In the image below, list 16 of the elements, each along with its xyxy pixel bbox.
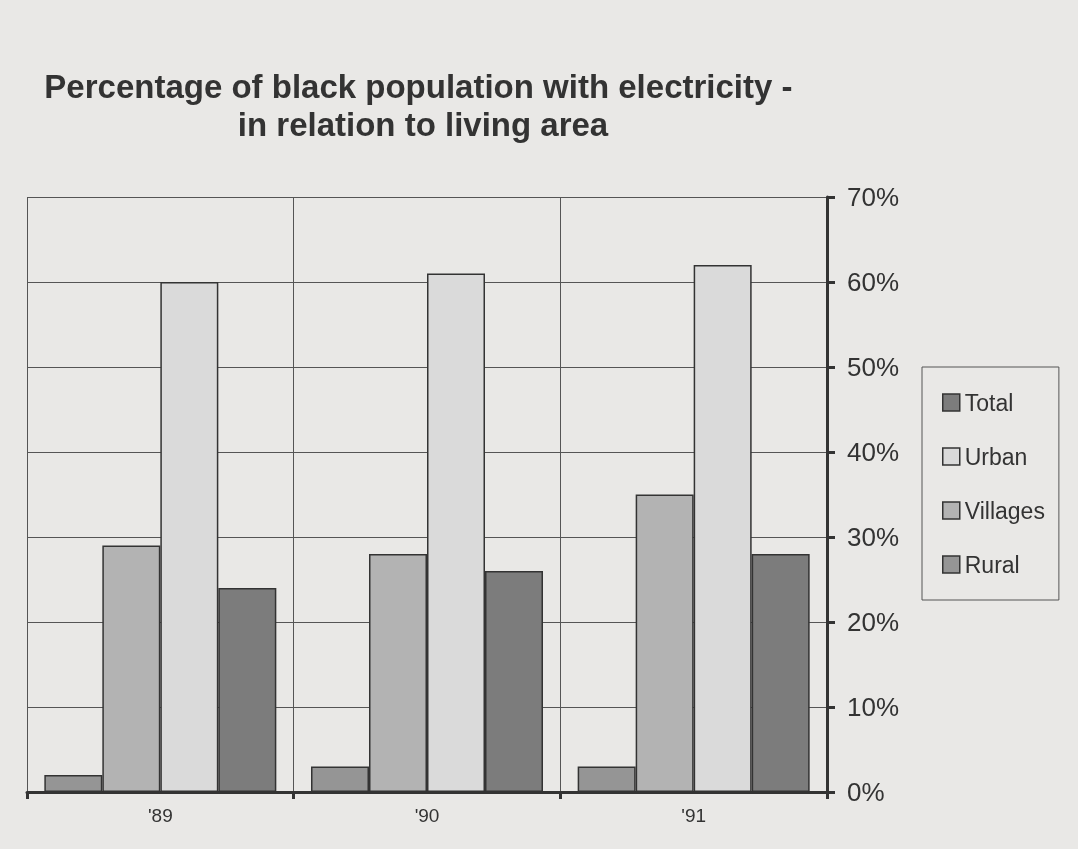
y-tick-label: 10%: [847, 692, 900, 722]
legend-label: Villages: [964, 497, 1045, 524]
y-tick-label: 60%: [847, 267, 900, 297]
y-tick-label: 20%: [847, 607, 900, 637]
y-tick-label: 0%: [847, 777, 885, 807]
legend-label: Rural: [964, 551, 1020, 578]
x-tick-label: '89: [147, 805, 173, 826]
y-tick-label: 70%: [847, 182, 900, 212]
y-tick-label: 50%: [847, 352, 900, 382]
y-tick-label: 30%: [847, 522, 900, 552]
y-tick-label: 40%: [847, 437, 900, 467]
chart-title: Percentage of black population with electricity - in relation to living area: [44, 67, 802, 143]
legend-label: Total: [964, 389, 1014, 416]
legend-label: Urban: [964, 443, 1028, 470]
x-tick-label: '90: [414, 805, 440, 826]
x-tick-label: '91: [681, 805, 707, 826]
